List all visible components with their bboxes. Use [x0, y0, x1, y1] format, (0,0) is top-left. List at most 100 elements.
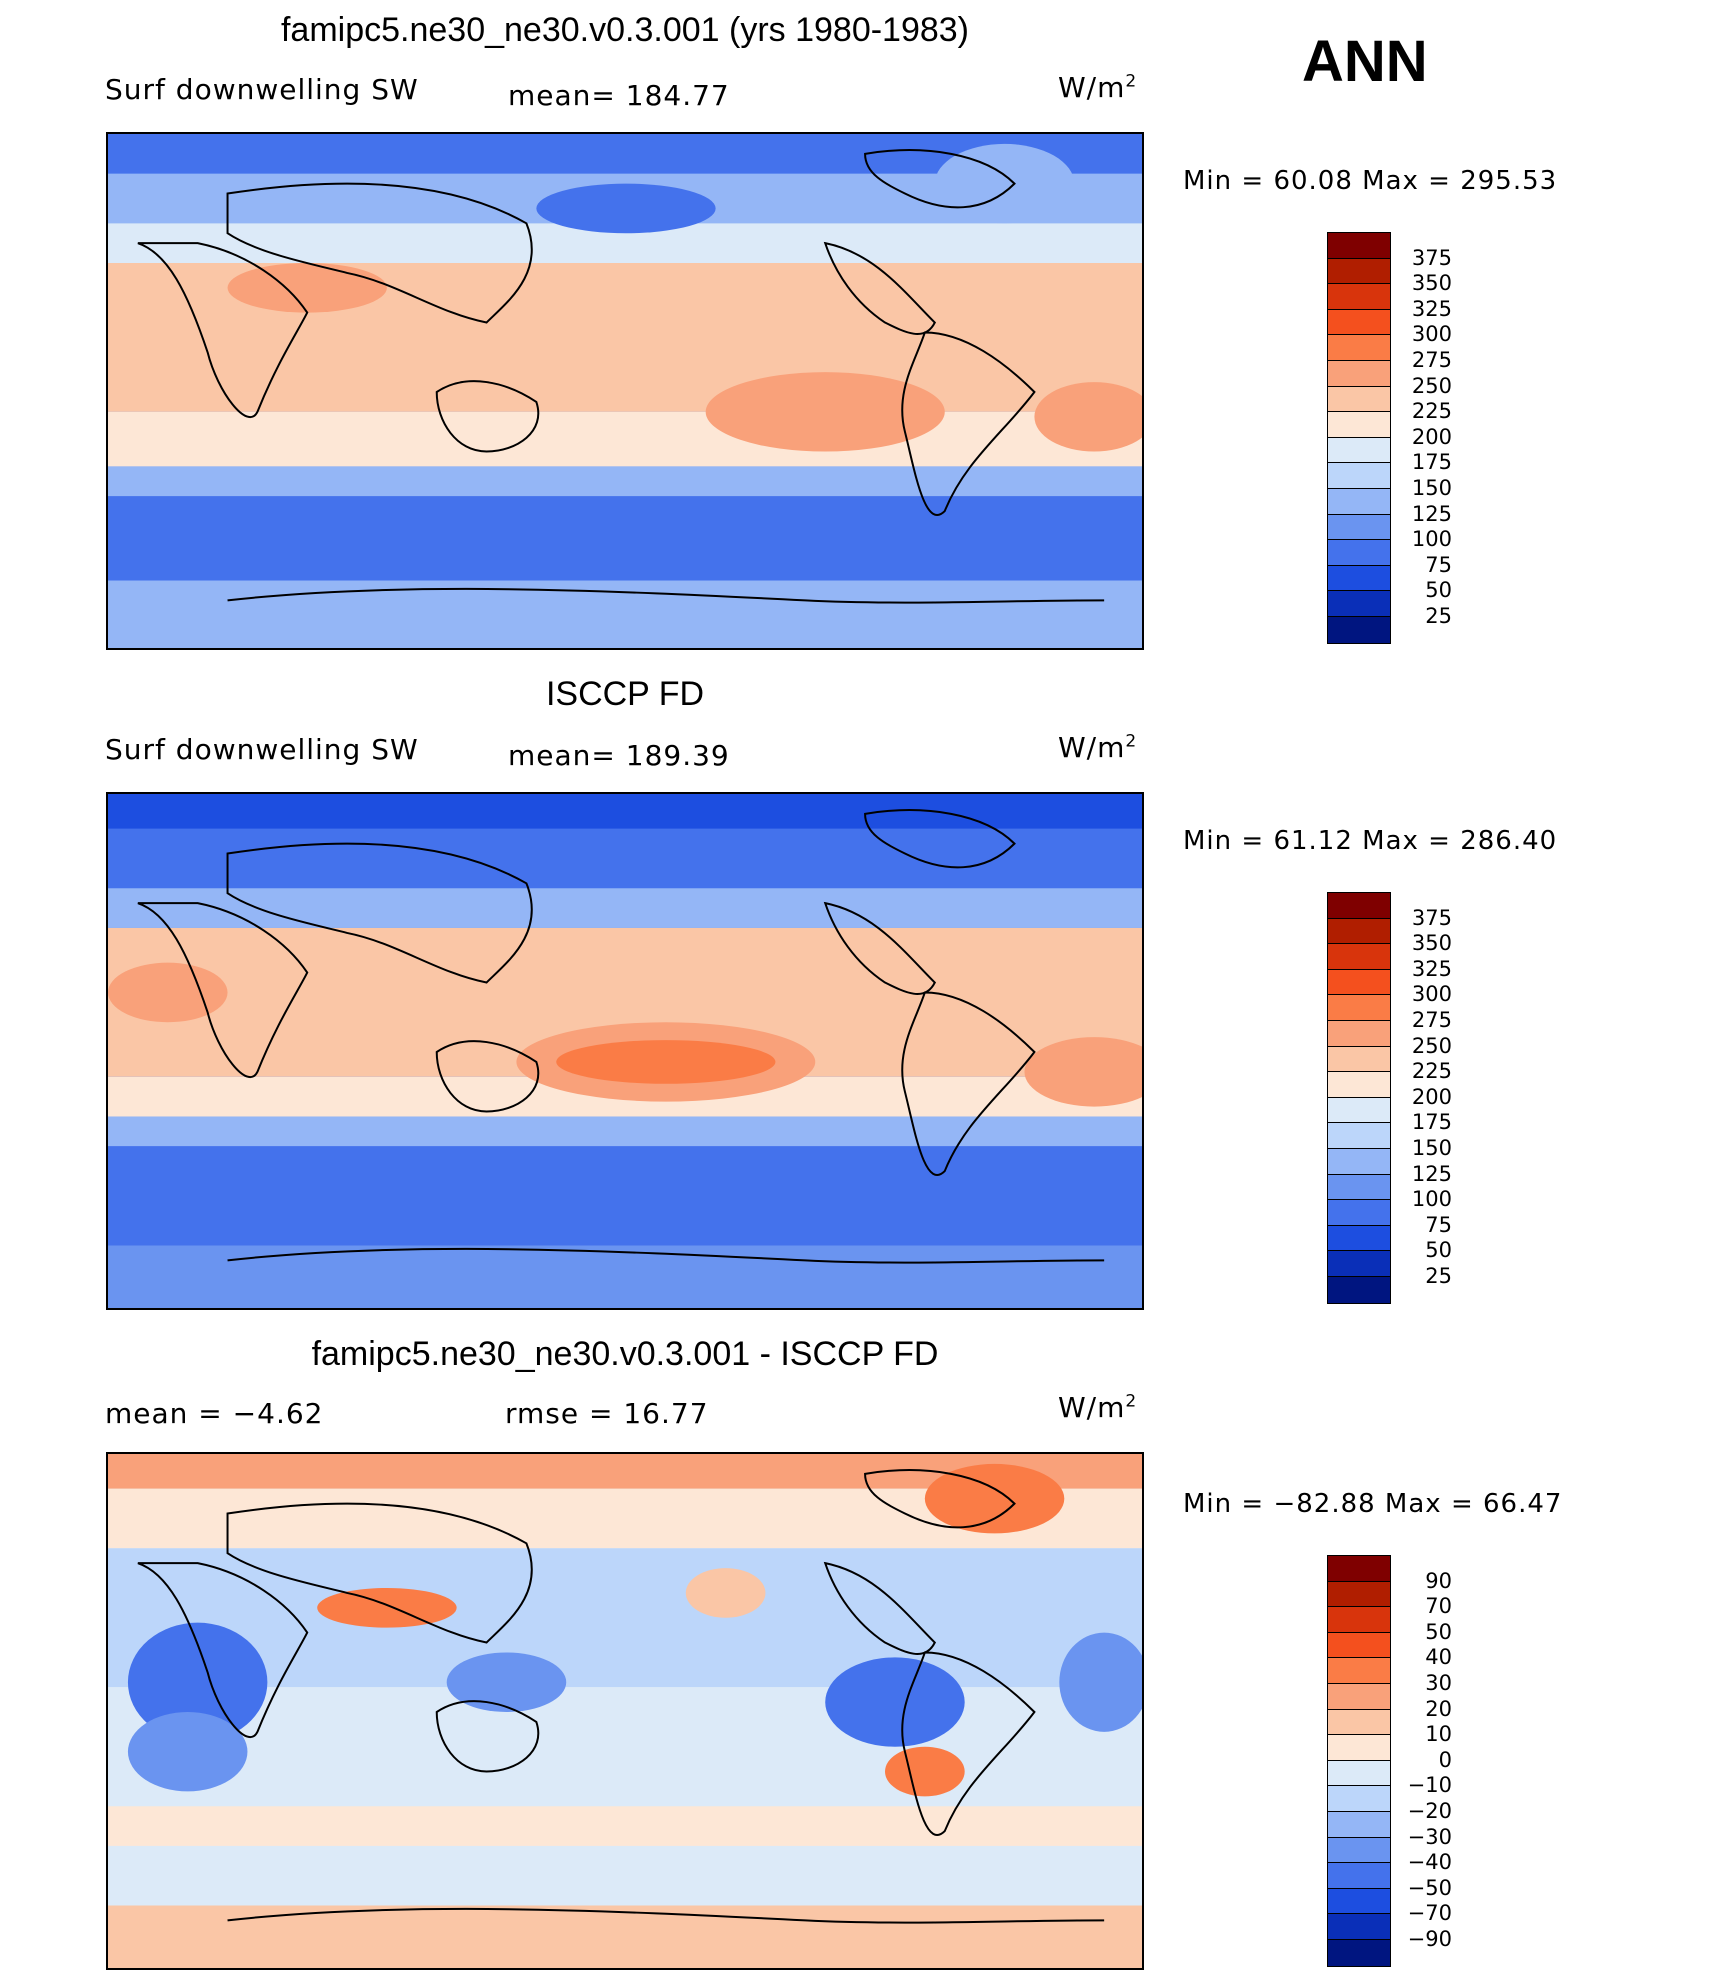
colorbar-tick-label: 250: [1411, 373, 1452, 398]
colorbar-swatch: [1328, 1148, 1390, 1175]
colorbar-swatch: [1328, 944, 1390, 970]
colorbar-tick-label: 300: [1411, 982, 1452, 1007]
panel2-units: W/m2: [1058, 731, 1138, 764]
colorbar-tick-label: 70: [1425, 1594, 1452, 1619]
panel1-colorbar: [1327, 232, 1391, 644]
colorbar-swatch: [1328, 1939, 1390, 1966]
colorbar-swatch: [1328, 565, 1390, 592]
colorbar-swatch: [1328, 284, 1390, 310]
colorbar-tick-label: 175: [1411, 1110, 1452, 1135]
colorbar-tick-label: −30: [1407, 1824, 1452, 1849]
season-label: ANN: [1302, 29, 1428, 94]
colorbar-tick-label: 75: [1425, 1212, 1452, 1237]
colorbar-swatch: [1328, 514, 1390, 541]
colorbar-swatch: [1328, 1709, 1390, 1736]
colorbar-swatch: [1328, 463, 1390, 489]
colorbar-swatch: [1328, 1020, 1390, 1047]
colorbar-tick-label: 200: [1411, 1084, 1452, 1109]
panel2-colorbar: [1327, 892, 1391, 1304]
panel3-map: [106, 1452, 1144, 1970]
panel1-mean: mean= 184.77: [508, 79, 730, 112]
panel1-map: [106, 132, 1144, 650]
panel2-minmax: Min = 61.12 Max = 286.40: [1183, 826, 1558, 856]
colorbar-swatch: [1328, 1760, 1390, 1787]
panel3-title: famipc5.ne30_ne30.v0.3.001 - ISCCP FD: [311, 1335, 939, 1373]
colorbar-tick-label: 125: [1411, 1161, 1452, 1186]
colorbar-swatch: [1328, 1072, 1390, 1098]
panel2-title: ISCCP FD: [545, 675, 705, 713]
colorbar-tick-label: −40: [1407, 1850, 1452, 1875]
colorbar-swatch: [1328, 1837, 1390, 1864]
world-map-difference-plot-icon: [108, 1454, 1142, 1968]
colorbar-tick-label: 75: [1425, 552, 1452, 577]
panel2-map: [106, 792, 1144, 1310]
colorbar-swatch: [1328, 1225, 1390, 1252]
colorbar-tick-label: 325: [1411, 956, 1452, 981]
colorbar-swatch: [1328, 412, 1390, 438]
colorbar-tick-label: 250: [1411, 1033, 1452, 1058]
colorbar-tick-label: 350: [1411, 271, 1452, 296]
colorbar-swatch: [1328, 540, 1390, 566]
colorbar-swatch: [1328, 309, 1390, 336]
colorbar-swatch: [1328, 1658, 1390, 1684]
panel3-colorbar: [1327, 1555, 1391, 1967]
colorbar-swatch: [1328, 1607, 1390, 1633]
colorbar-swatch: [1328, 1786, 1390, 1812]
panel1-field-label: Surf downwelling SW: [105, 73, 419, 106]
colorbar-swatch: [1328, 437, 1390, 464]
colorbar-swatch: [1328, 995, 1390, 1021]
colorbar-swatch: [1328, 1914, 1390, 1940]
colorbar-tick-label: 25: [1425, 1264, 1452, 1288]
colorbar-tick-label: 25: [1425, 604, 1452, 628]
colorbar-swatch: [1328, 1863, 1390, 1889]
panel3-rmse: rmse = 16.77: [505, 1397, 709, 1430]
panel1-colorbar-ticks: 375 350 325 300 275 250 225 200 175 150 125 100 75 50…: [1402, 232, 1482, 642]
world-map-contour-plot-icon: [108, 794, 1142, 1308]
colorbar-tick-label: 50: [1425, 1619, 1452, 1644]
colorbar-tick-label: 375: [1411, 245, 1452, 270]
colorbar-swatch: [1328, 1556, 1390, 1582]
colorbar-swatch: [1328, 233, 1390, 259]
colorbar-tick-label: 100: [1411, 1187, 1452, 1212]
colorbar-swatch: [1328, 1174, 1390, 1201]
panel2-colorbar-ticks: 375 350 325 300 275 250 225 200 175 150 125 100 75 50…: [1402, 892, 1482, 1302]
colorbar-swatch: [1328, 488, 1390, 515]
colorbar-tick-label: 225: [1411, 399, 1452, 424]
colorbar-tick-label: −90: [1407, 1927, 1452, 1951]
colorbar-tick-label: 50: [1425, 578, 1452, 603]
colorbar-swatch: [1328, 1735, 1390, 1761]
colorbar-tick-label: 200: [1411, 424, 1452, 449]
colorbar-swatch: [1328, 335, 1390, 361]
colorbar-swatch: [1328, 1632, 1390, 1659]
panel3-minmax: Min = −82.88 Max = 66.47: [1183, 1489, 1563, 1519]
colorbar-swatch: [1328, 969, 1390, 996]
colorbar-tick-label: 10: [1425, 1722, 1452, 1747]
colorbar-swatch: [1328, 1097, 1390, 1124]
colorbar-swatch: [1328, 258, 1390, 285]
colorbar-swatch: [1328, 1276, 1390, 1303]
colorbar-tick-label: −10: [1407, 1773, 1452, 1798]
colorbar-tick-label: 30: [1425, 1671, 1452, 1695]
colorbar-tick-label: 225: [1411, 1059, 1452, 1084]
colorbar-tick-label: 20: [1425, 1696, 1452, 1721]
colorbar-swatch: [1328, 1581, 1390, 1608]
panel1-units: W/m2: [1058, 71, 1138, 104]
colorbar-tick-label: 275: [1411, 1008, 1452, 1032]
colorbar-tick-label: 100: [1411, 527, 1452, 552]
colorbar-swatch: [1328, 918, 1390, 945]
colorbar-tick-label: 325: [1411, 296, 1452, 321]
panel1-title: famipc5.ne30_ne30.v0.3.001 (yrs 1980-198…: [280, 11, 970, 49]
colorbar-swatch: [1328, 893, 1390, 919]
colorbar-tick-label: 350: [1411, 931, 1452, 956]
colorbar-swatch: [1328, 1200, 1390, 1226]
colorbar-swatch: [1328, 591, 1390, 617]
colorbar-swatch: [1328, 1811, 1390, 1838]
colorbar-swatch: [1328, 616, 1390, 643]
colorbar-tick-label: −50: [1407, 1875, 1452, 1900]
colorbar-tick-label: 0: [1438, 1747, 1452, 1772]
colorbar-tick-label: 300: [1411, 322, 1452, 347]
colorbar-tick-label: −70: [1407, 1901, 1452, 1926]
panel1-minmax: Min = 60.08 Max = 295.53: [1183, 166, 1558, 196]
panel2-mean: mean= 189.39: [508, 739, 730, 772]
colorbar-tick-label: 175: [1411, 450, 1452, 475]
